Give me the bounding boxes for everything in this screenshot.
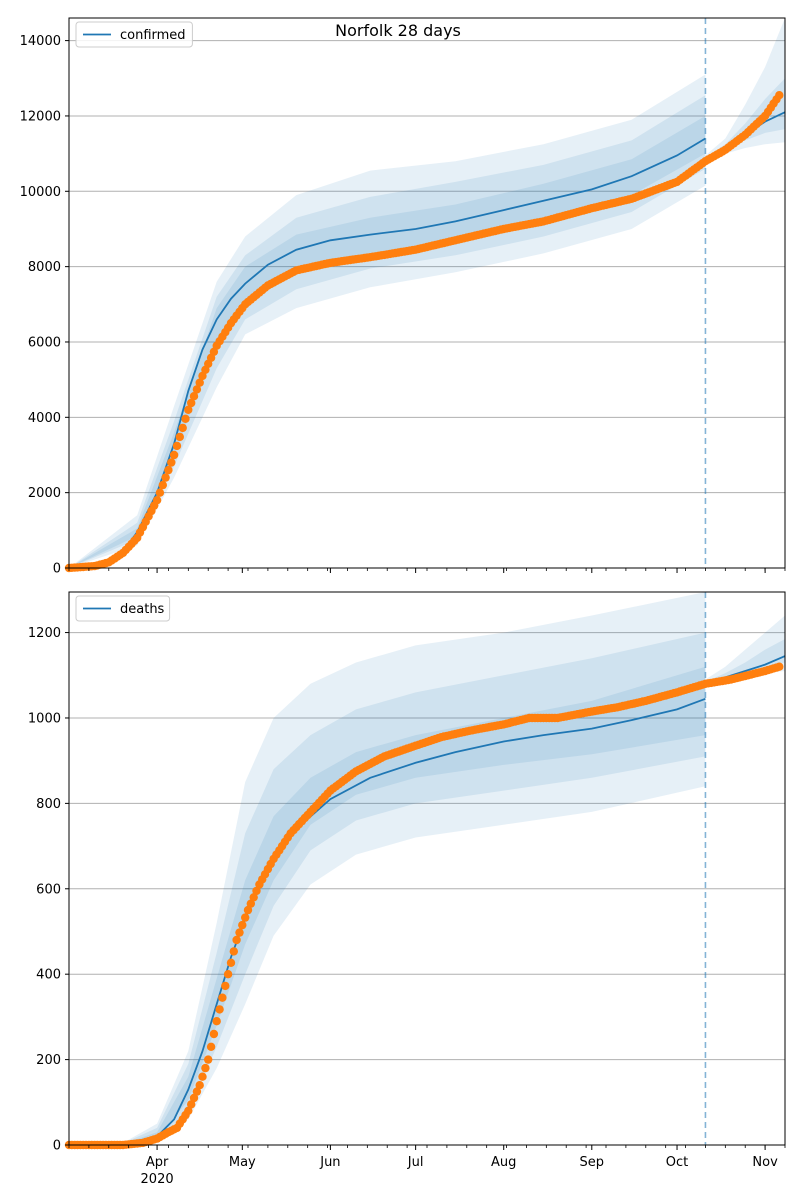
confidence-band-outer [69,592,706,1145]
x-tick-label: Jul [407,1155,424,1170]
observed-point [169,450,179,460]
confidence-band-projection-inner [705,639,785,685]
observed-point [181,414,190,423]
observed-point [155,488,165,497]
observed-point [218,993,227,1002]
y-tick-label: 4000 [28,411,61,426]
y-tick-label: 400 [36,968,61,983]
confidence-band-middle [69,632,706,1145]
confidence-band-projection-inner [705,78,785,162]
observed-point [187,1100,196,1109]
legend-box [75,21,193,48]
y-tick-label: 12000 [20,109,61,124]
observed-point [246,899,255,908]
y-tick-label: 14000 [20,34,61,49]
observed-point [158,480,167,490]
observed-point [243,905,253,915]
observed-point [152,496,162,505]
y-tick-label: 200 [36,1053,61,1068]
observed-point [164,465,173,475]
observed-point [172,441,182,451]
observed-point [175,432,184,442]
observed-point [209,1029,219,1039]
x-tick-label: Aug [491,1155,516,1170]
observed-point [215,1005,224,1014]
y-tick-label: 0 [53,1139,61,1154]
y-tick-label: 0 [53,562,61,577]
y-tick-label: 8000 [28,260,61,275]
observed-point [232,935,241,945]
observed-point [161,473,170,482]
x-tick-label: Nov [752,1155,778,1170]
observed-point [198,1072,207,1081]
observed-point [184,405,193,414]
observed-point [249,893,258,902]
observed-point [184,1106,193,1116]
confidence-band-inner [69,115,706,569]
y-tick-label: 6000 [28,335,61,350]
confirmed-panel: 0 2000 4000 6000 8000 10000 12000 14000 confirme… [20,17,786,577]
observed-point [206,1042,216,1052]
confidence-band-outer [69,74,706,568]
observed-point [192,385,202,394]
observed-point [189,1093,199,1103]
observed-point [226,958,236,967]
observed-point [229,947,238,956]
y-tick-label: 800 [36,797,61,812]
observed-point [192,1087,202,1096]
figure-title: Norfolk 28 days [335,21,461,40]
y-tick-label: 10000 [20,185,61,200]
x-tick-label: May [229,1155,256,1170]
y-tick-label: 1000 [28,711,61,726]
confidence-band-middle [69,95,706,568]
observed-point [189,392,199,401]
x-tick-label: Sep [580,1155,605,1170]
y-tick-label: 1200 [28,626,61,641]
confidence-band-projection-outer [705,18,785,163]
observed-point [195,1081,204,1090]
y-tick-label: 600 [36,882,61,897]
observed-point [775,91,784,100]
observed-point [195,378,204,387]
y-tick-label: 2000 [28,486,61,501]
x-tick-sublabel: 2020 [141,1172,174,1187]
observed-point [241,913,250,922]
observed-point [221,981,230,991]
observed-point [201,1063,210,1073]
observed-point [178,423,187,433]
observed-point [187,398,196,408]
deaths-panel: 0 200 400 600 800 1000 1200 Apr 2020 May Jun Jul Aug… [28,591,786,1187]
observed-point [235,928,244,937]
observed-point [204,1055,213,1064]
observed-point [238,920,247,930]
x-tick-label: Jun [319,1155,340,1170]
confidence-band-inner [69,666,706,1145]
observed-point [167,458,176,467]
observed-point [252,886,261,896]
observed-point [223,970,233,979]
legend-box [75,595,171,622]
observed-point [775,662,784,671]
x-tick-label: Apr [146,1155,169,1170]
legend-label: deaths [120,602,165,617]
legend-label: confirmed [120,28,186,43]
observed-point [212,1017,221,1026]
x-tick-label: Oct [666,1155,688,1170]
